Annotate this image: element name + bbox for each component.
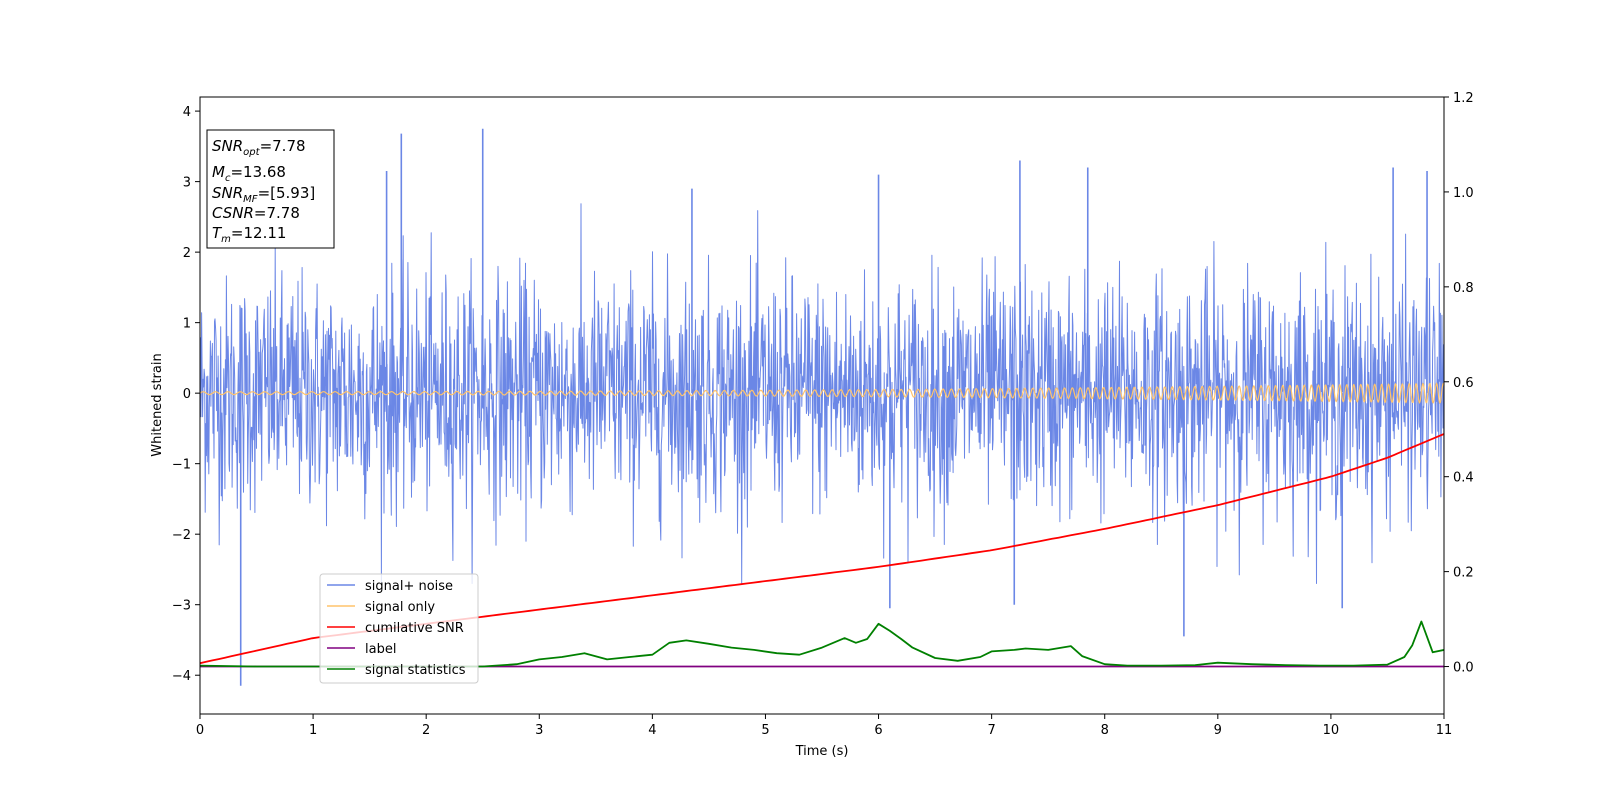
x-tick-label: 7 [987,723,995,738]
legend: signal+ noise signal only cumilative SNR… [319,573,479,684]
x-tick-label: 4 [648,723,656,738]
series-signal-only [200,382,1444,404]
legend-label-label: label [365,642,396,657]
info-snr-mf: SNRMF=[5.93] [212,184,315,205]
info-tm: Tm=12.11 [212,224,286,245]
info-csnr: CSNR=7.78 [212,204,300,222]
legend-item-signal-only: signal only [327,600,435,615]
series-signal-statistics [200,620,1444,668]
x-tick-label: 11 [1436,723,1453,738]
info-box: SNRopt=7.78 Mc=13.68 SNRMF=[5.93] CSNR=7… [206,129,335,249]
y-left-tick-label: −2 [172,528,191,543]
y-axis-label: Whitened strain [150,353,165,456]
legend-item-signal-noise: signal+ noise [327,579,453,594]
info-mc-symbol: M [212,163,225,181]
x-tick-label: 1 [309,723,317,738]
y-left-tick-label: −4 [172,669,191,684]
info-snr-opt: SNRopt=7.78 [212,137,306,158]
y-left-tick-label: 1 [183,317,191,332]
x-tick-label: 9 [1214,723,1222,738]
legend-item-signal-statistics: signal statistics [327,663,466,678]
y-axis-right: 1.2 1.0 0.8 0.6 0.4 0.2 0.0 [1444,91,1474,676]
y-left-tick-label: −3 [172,599,191,614]
legend-label-signal-only: signal only [365,600,435,615]
y-left-tick-label: 0 [183,387,191,402]
y-left-tick-label: 2 [183,246,191,261]
legend-frame [319,573,479,684]
y-right-tick-label: 0.2 [1453,566,1474,581]
y-left-tick-label: 3 [183,176,191,191]
x-tick-label: 5 [761,723,769,738]
info-snr-mf-value: =[5.93] [258,184,316,202]
info-snr-opt-subscript: opt [243,147,260,158]
x-axis-label: Time (s) [795,744,849,759]
info-box-frame [206,129,335,249]
y-right-tick-label: 1.0 [1453,186,1474,201]
info-tm-value: =12.11 [231,224,287,242]
series-signal-noise [200,203,1444,584]
x-tick-label: 0 [196,723,204,738]
y-right-tick-label: 1.2 [1453,91,1474,106]
legend-item-cumulative-snr: cumilative SNR [327,621,464,636]
y-right-tick-label: 0.8 [1453,281,1474,296]
legend-item-label: label [327,642,396,657]
legend-label-cumulative-snr: cumilative SNR [365,621,464,636]
x-axis: 0 1 2 3 4 5 6 7 8 9 10 11 [196,714,1452,738]
info-mc-subscript: c [225,173,231,184]
info-tm-symbol: T [212,224,223,242]
y-right-tick-label: 0.4 [1453,471,1474,486]
legend-label-signal-noise: signal+ noise [365,579,453,594]
info-snr-mf-symbol: SNR [212,184,243,202]
info-mc-value: =13.68 [230,163,286,181]
plot-frame [199,96,1445,715]
x-tick-label: 6 [874,723,882,738]
info-snr-opt-value: =7.78 [260,137,306,155]
legend-label-signal-statistics: signal statistics [365,663,466,678]
y-right-tick-label: 0.0 [1453,661,1474,676]
y-left-tick-label: −1 [172,458,191,473]
info-tm-subscript: m [221,234,231,245]
y-left-tick-label: 4 [183,105,191,120]
y-right-tick-label: 0.6 [1453,376,1474,391]
info-csnr-value: =7.78 [254,204,300,222]
info-csnr-symbol: CSNR [212,204,254,222]
y-axis-left: 4 3 2 1 0 −1 −2 −3 −4 [172,105,200,684]
x-tick-label: 10 [1323,723,1340,738]
x-tick-label: 3 [535,723,543,738]
info-mc: Mc=13.68 [212,163,286,184]
info-snr-mf-subscript: MF [243,194,258,205]
info-snr-opt-symbol: SNR [212,137,243,155]
x-tick-label: 8 [1101,723,1109,738]
x-tick-label: 2 [422,723,430,738]
